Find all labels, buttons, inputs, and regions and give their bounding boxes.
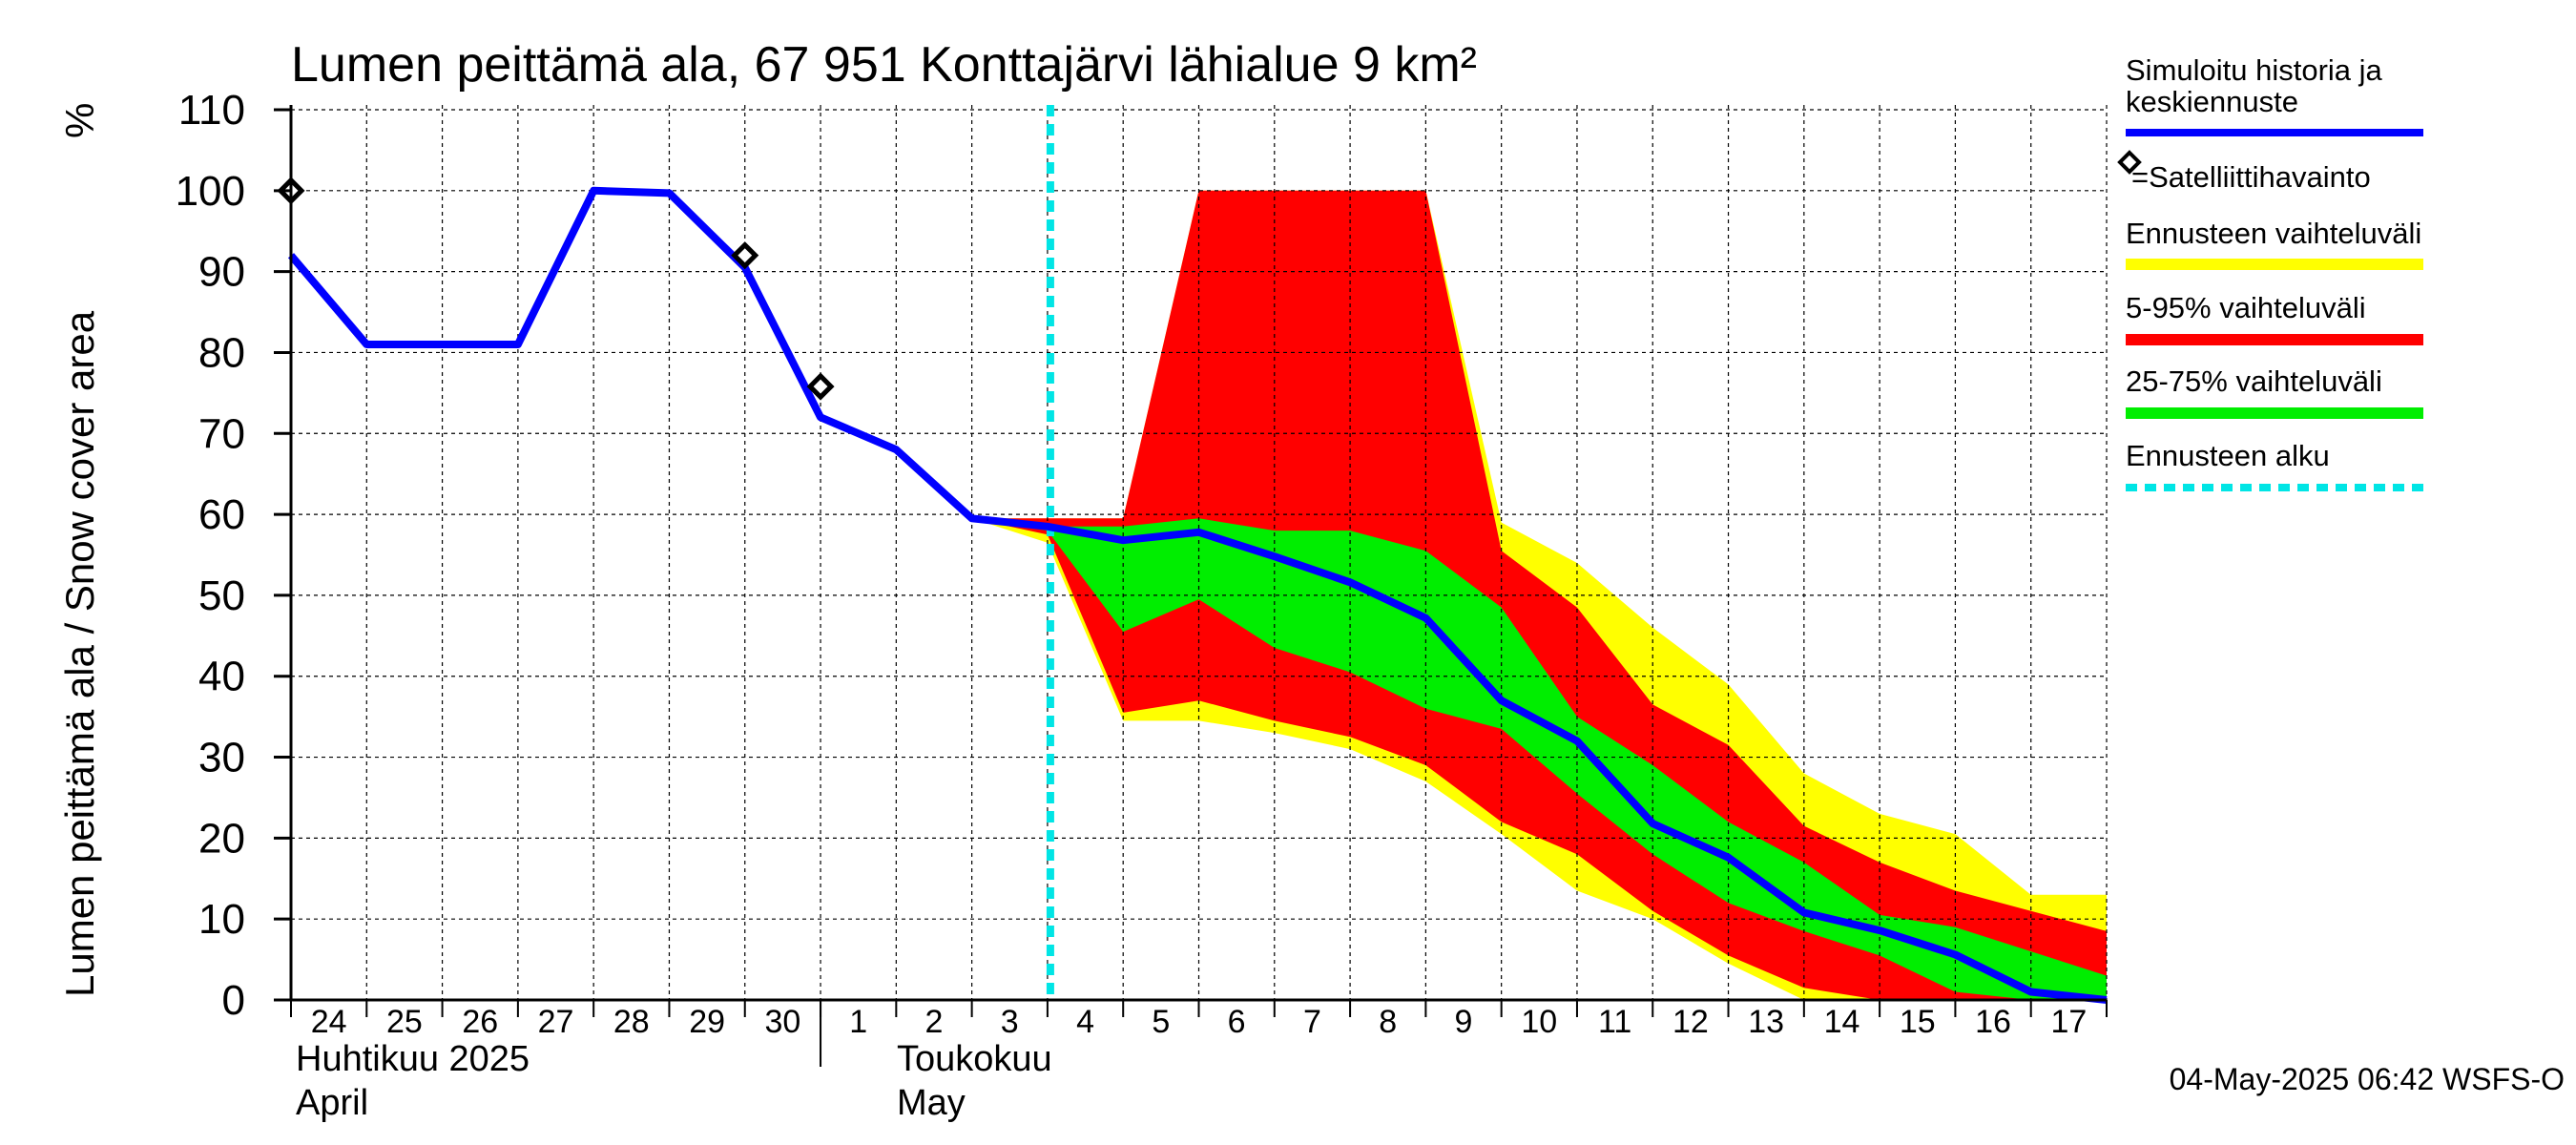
y-tick-label-20: 20 — [198, 815, 245, 862]
axes — [274, 105, 2108, 1067]
x-tick-label-11: 11 — [1598, 1004, 1631, 1040]
y-tick-label-30: 30 — [198, 735, 245, 781]
x-tick-label-1: 1 — [849, 1004, 867, 1040]
x-tick-label-3: 3 — [1001, 1004, 1019, 1040]
x-tick-label-25: 25 — [386, 1004, 423, 1040]
x-tick-label-6: 6 — [1228, 1004, 1246, 1040]
y-axis-unit: % — [57, 103, 102, 138]
month-label-may-fi: Toukokuu — [897, 1039, 1052, 1079]
y-tick-label-110: 110 — [178, 87, 245, 134]
mean-series — [287, 186, 2108, 1004]
x-tick-label-10: 10 — [1521, 1004, 1557, 1040]
x-tick-label-9: 9 — [1455, 1004, 1473, 1040]
x-tick-label-29: 29 — [689, 1004, 725, 1040]
x-tick-label-15: 15 — [1900, 1004, 1936, 1040]
y-tick-label-40: 40 — [198, 654, 245, 700]
legend-label-4: 25-75% vaihteluväli — [2126, 364, 2382, 398]
x-tick-label-5: 5 — [1152, 1004, 1170, 1040]
chart-title: Lumen peittämä ala, 67 951 Konttajärvi l… — [291, 37, 1477, 93]
satellite-marker-2 — [806, 372, 835, 401]
x-tick-label-7: 7 — [1303, 1004, 1321, 1040]
legend-label-0a: Simuloitu historia ja — [2126, 53, 2383, 87]
legend-label-3: 5-95% vaihteluväli — [2126, 291, 2366, 324]
x-tick-label-2: 2 — [925, 1004, 944, 1040]
x-tick-label-13: 13 — [1748, 1004, 1784, 1040]
x-tick-label-26: 26 — [462, 1004, 498, 1040]
legend-label-2: Ennusteen vaihteluväli — [2126, 217, 2421, 250]
x-tick-label-14: 14 — [1824, 1004, 1860, 1040]
month-label-april-fi: Huhtikuu 2025 — [296, 1039, 530, 1079]
y-tick-label-70: 70 — [198, 410, 245, 457]
y-tick-label-0: 0 — [222, 977, 245, 1024]
mean-line — [287, 186, 2108, 1004]
y-tick-label-100: 100 — [176, 168, 245, 215]
month-label-may-en: May — [897, 1083, 966, 1123]
legend-swatch-1 — [2117, 150, 2142, 175]
y-tick-label-10: 10 — [198, 896, 245, 943]
x-tick-label-28: 28 — [613, 1004, 650, 1040]
legend-label-1: =Satelliittihavainto — [2131, 160, 2371, 194]
legend-label-0b: keskiennuste — [2126, 85, 2298, 118]
y-tick-label-90: 90 — [198, 249, 245, 296]
x-tick-label-8: 8 — [1379, 1004, 1397, 1040]
band-1 — [971, 190, 2107, 1001]
y-tick-labels: 0 10 20 30 40 50 60 70 80 90 100 110 — [176, 87, 245, 1024]
y-tick-label-80: 80 — [198, 329, 245, 376]
x-tick-label-24: 24 — [311, 1004, 347, 1040]
satellite-observations — [277, 177, 835, 401]
satellite-marker-1 — [731, 241, 759, 270]
legend-label-5: Ennusteen alku — [2126, 439, 2330, 472]
month-label-april-en: April — [296, 1083, 368, 1123]
y-axis-label: Lumen peittämä ala / Snow cover area — [57, 310, 102, 997]
band-2 — [971, 518, 2107, 1000]
y-tick-label-50: 50 — [198, 572, 245, 619]
x-tick-label-17: 17 — [2050, 1004, 2087, 1040]
x-tick-labels: 24 25 26 27 28 29 30 1 2 3 4 5 6 7 8 9 10 11 12 13 14 15 16 17 — [311, 1004, 2088, 1040]
footer-timestamp: 04-May-2025 06:42 WSFS-O — [2170, 1062, 2565, 1096]
x-tick-label-27: 27 — [538, 1004, 574, 1040]
forecast-bands — [971, 190, 2107, 1001]
x-tick-label-12: 12 — [1672, 1004, 1709, 1040]
x-tick-label-30: 30 — [764, 1004, 800, 1040]
y-tick-label-60: 60 — [198, 491, 245, 538]
x-tick-label-16: 16 — [1975, 1004, 2011, 1040]
x-tick-label-4: 4 — [1076, 1004, 1094, 1040]
